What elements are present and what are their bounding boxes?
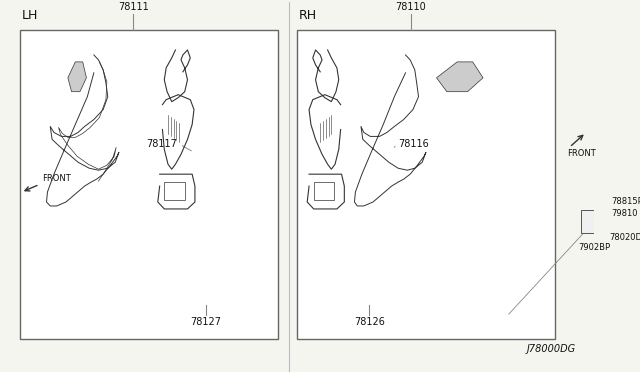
Bar — [314, 182, 334, 200]
Text: 78117: 78117 — [146, 139, 177, 149]
Text: 78116: 78116 — [398, 139, 429, 149]
Polygon shape — [436, 62, 483, 92]
Text: 78110: 78110 — [396, 2, 426, 12]
Text: 78126: 78126 — [354, 317, 385, 327]
Text: FRONT: FRONT — [568, 150, 596, 158]
Bar — [164, 182, 185, 200]
Text: 78111: 78111 — [118, 2, 148, 12]
Text: 79810: 79810 — [611, 209, 637, 218]
Bar — [20, 30, 278, 339]
Bar — [297, 30, 556, 339]
Text: 78020D: 78020D — [609, 233, 640, 242]
Text: 7902BP: 7902BP — [579, 243, 611, 252]
Text: 78815P: 78815P — [611, 197, 640, 206]
Text: J78000DG: J78000DG — [527, 343, 576, 353]
Circle shape — [595, 217, 605, 227]
Text: LH: LH — [22, 9, 38, 22]
Bar — [581, 209, 607, 233]
Text: FRONT: FRONT — [42, 174, 71, 183]
Text: RH: RH — [299, 9, 317, 22]
Text: 78127: 78127 — [190, 317, 221, 327]
Polygon shape — [68, 62, 86, 92]
